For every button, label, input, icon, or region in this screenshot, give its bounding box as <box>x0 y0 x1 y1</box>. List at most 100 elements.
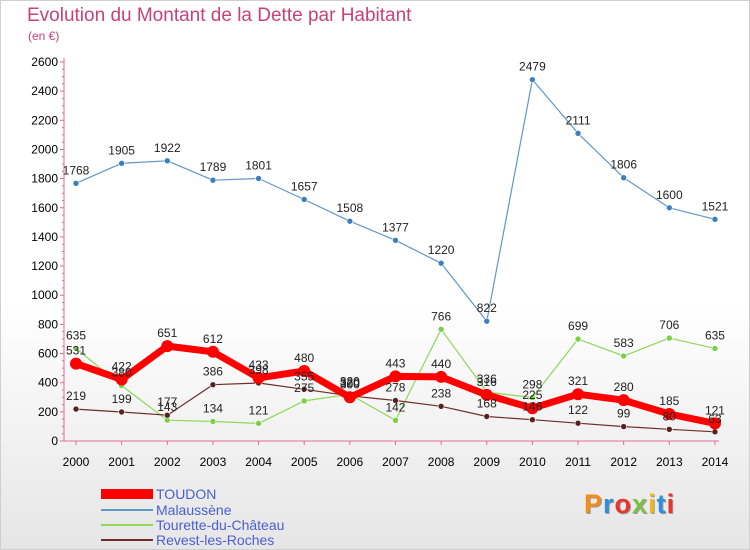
data-point-revest-les-roches <box>118 408 125 416</box>
data-label-tourette-du-ch-teau: 635 <box>705 328 725 342</box>
data-point-tourette-du-ch-teau <box>209 418 217 425</box>
data-label-toudon: 121 <box>705 403 725 417</box>
data-label-revest-les-roches: 219 <box>66 389 86 403</box>
data-label-toudon: 440 <box>431 357 451 371</box>
data-point-toudon <box>435 370 448 383</box>
data-label-revest-les-roches: 80 <box>663 409 677 423</box>
series-line-malauss-ne <box>75 78 716 322</box>
data-point-malauss-ne <box>529 76 536 83</box>
legend-label-toudon: TOUDON <box>156 486 217 502</box>
y-tick-label: 0 <box>51 434 58 448</box>
data-label-toudon: 185 <box>659 394 679 408</box>
x-tick-label: 2006 <box>336 455 363 469</box>
data-point-toudon <box>252 371 265 384</box>
y-tick-label: 400 <box>38 376 58 390</box>
x-tick-label: 2010 <box>519 455 546 469</box>
chart-title: Evolution du Montant de la Dette par Hab… <box>27 5 412 26</box>
data-point-revest-les-roches <box>529 416 536 424</box>
x-tick-label: 2002 <box>154 455 181 469</box>
data-point-tourette-du-ch-teau <box>392 417 399 424</box>
data-label-tourette-du-ch-teau: 134 <box>203 401 223 415</box>
data-point-malauss-ne <box>163 157 171 165</box>
data-point-revest-les-roches <box>483 413 491 420</box>
y-tick-label: 1800 <box>31 172 58 186</box>
y-tick-label: 600 <box>38 347 58 361</box>
logo-letter: P <box>584 489 604 519</box>
data-label-malauss-ne: 1768 <box>63 163 90 177</box>
data-point-malauss-ne <box>118 160 125 167</box>
logo-letter: i <box>666 489 676 519</box>
data-point-revest-les-roches <box>300 385 308 393</box>
data-label-revest-les-roches: 199 <box>112 392 132 406</box>
data-point-toudon <box>480 388 493 401</box>
data-point-toudon <box>617 394 630 407</box>
data-label-revest-les-roches: 99 <box>617 407 631 421</box>
legend-item-tourette: Tourette-du-Château <box>101 517 284 533</box>
data-label-malauss-ne: 1220 <box>428 243 455 257</box>
x-tick-label: 2007 <box>382 455 409 469</box>
data-label-toudon: 612 <box>203 332 223 346</box>
data-label-malauss-ne: 1657 <box>291 179 318 193</box>
data-label-malauss-ne: 1377 <box>382 220 409 234</box>
data-label-toudon: 480 <box>294 351 314 365</box>
chart-unit-label: (en €) <box>28 29 60 43</box>
data-point-tourette-du-ch-teau <box>666 334 673 342</box>
data-label-revest-les-roches: 278 <box>385 380 405 394</box>
data-point-malauss-ne <box>711 215 719 223</box>
data-point-toudon <box>526 402 539 415</box>
x-tick-label: 2013 <box>656 455 683 469</box>
x-tick-label: 2003 <box>200 455 227 469</box>
data-label-revest-les-roches: 386 <box>203 365 223 379</box>
data-label-malauss-ne: 1600 <box>656 188 683 202</box>
data-point-toudon <box>161 340 174 353</box>
data-label-revest-les-roches: 122 <box>568 403 588 417</box>
data-point-tourette-du-ch-teau <box>300 397 308 405</box>
data-point-malauss-ne <box>620 174 627 182</box>
data-point-malauss-ne <box>392 236 399 244</box>
data-point-tourette-du-ch-teau <box>437 326 445 333</box>
x-tick-label: 2008 <box>428 455 455 469</box>
data-label-toudon: 300 <box>340 377 360 391</box>
x-tick-label: 2001 <box>108 455 135 469</box>
legend-label-tourette: Tourette-du-Château <box>156 517 285 533</box>
data-label-toudon: 651 <box>157 326 177 340</box>
data-label-revest-les-roches: 168 <box>477 397 497 411</box>
y-tick-label: 2000 <box>31 142 58 156</box>
legend-item-revest: Revest-les-Roches <box>101 532 274 548</box>
y-tick-label: 800 <box>38 317 58 331</box>
data-label-toudon: 531 <box>66 344 86 358</box>
data-point-tourette-du-ch-teau <box>529 394 536 401</box>
data-label-malauss-ne: 1521 <box>702 199 729 213</box>
data-point-revest-les-roches <box>666 426 673 433</box>
x-tick-label: 2009 <box>473 455 500 469</box>
data-label-toudon: 321 <box>568 374 588 388</box>
data-label-tourette-du-ch-teau: 121 <box>249 403 269 417</box>
data-point-revest-les-roches <box>392 397 399 404</box>
y-tick-label: 2600 <box>31 55 58 69</box>
logo-letter: t <box>656 489 667 519</box>
data-label-tourette-du-ch-teau: 143 <box>157 400 177 414</box>
legend-swatch-malaussene <box>101 509 153 511</box>
data-label-malauss-ne: 1508 <box>336 201 363 215</box>
data-point-toudon <box>70 357 82 370</box>
data-label-tourette-du-ch-teau: 699 <box>568 319 588 333</box>
data-point-malauss-ne <box>209 176 217 184</box>
data-label-revest-les-roches: 63 <box>708 412 722 426</box>
data-point-tourette-du-ch-teau <box>711 345 719 352</box>
logo-letter: r <box>603 489 615 519</box>
data-label-malauss-ne: 822 <box>477 301 497 315</box>
data-point-revest-les-roches <box>72 405 80 413</box>
legend-item-toudon: TOUDON <box>101 486 216 502</box>
y-tick-label: 1600 <box>31 201 58 215</box>
legend-label-revest: Revest-les-Roches <box>156 532 275 548</box>
data-point-revest-les-roches <box>209 381 217 389</box>
logo-letter: x <box>632 489 649 519</box>
x-tick-label: 2000 <box>63 455 90 469</box>
data-point-tourette-du-ch-teau <box>72 345 80 352</box>
data-label-tourette-du-ch-teau: 766 <box>431 309 451 323</box>
data-label-revest-les-roches: 177 <box>157 395 177 409</box>
data-point-toudon <box>206 345 219 358</box>
y-tick-label: 1400 <box>31 230 58 244</box>
data-label-tourette-du-ch-teau: 298 <box>522 378 542 392</box>
